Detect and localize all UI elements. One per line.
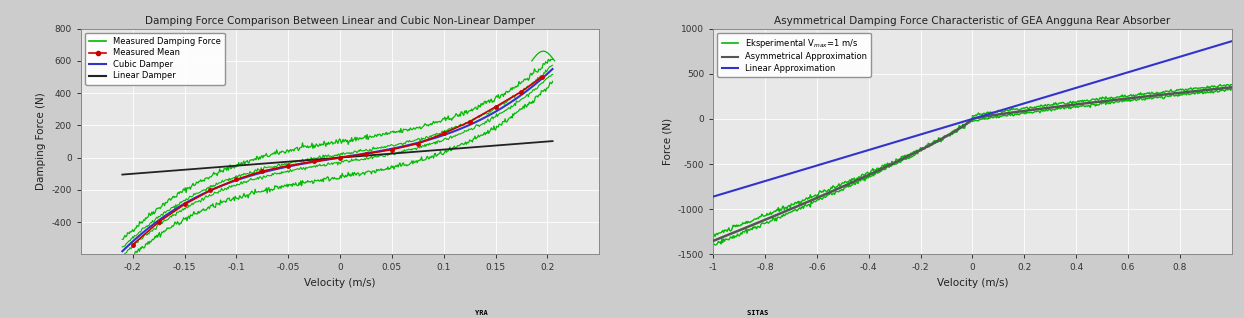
Y-axis label: Force (N): Force (N) [662,118,673,165]
Legend: Measured Damping Force, Measured Mean, Cubic Damper, Linear Damper: Measured Damping Force, Measured Mean, C… [85,33,225,85]
X-axis label: Velocity (m/s): Velocity (m/s) [305,278,376,288]
Title: Damping Force Comparison Between Linear and Cubic Non-Linear Damper: Damping Force Comparison Between Linear … [146,17,535,26]
Y-axis label: Damping Force (N): Damping Force (N) [36,93,46,190]
Text: YRA                                                             SITAS: YRA SITAS [475,310,769,316]
X-axis label: Velocity (m/s): Velocity (m/s) [937,278,1008,288]
Title: Asymmetrical Damping Force Characteristic of GEA Angguna Rear Absorber: Asymmetrical Damping Force Characteristi… [774,17,1171,26]
Legend: Eksperimental V$_{max}$=1 m/s, Asymmetrical Approximation, Linear Approximation: Eksperimental V$_{max}$=1 m/s, Asymmetri… [718,33,871,77]
